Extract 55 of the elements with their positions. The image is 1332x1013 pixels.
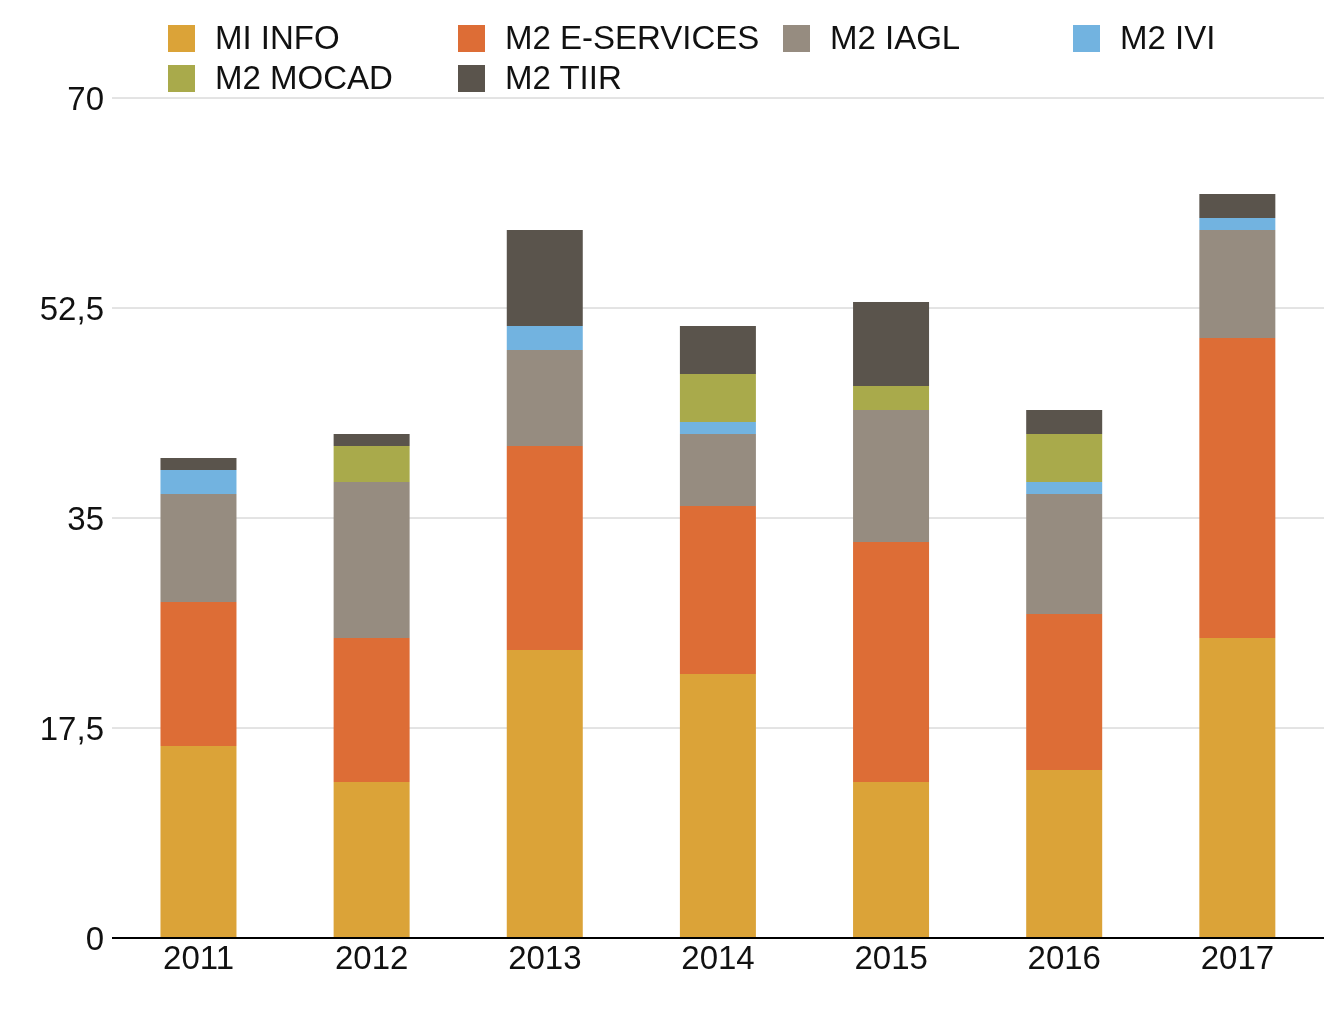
- bar: [1199, 194, 1276, 218]
- y-tick-label: 17,5: [39, 709, 104, 747]
- bar: [853, 782, 930, 938]
- bar: [333, 482, 410, 638]
- y-tick-label: 52,5: [39, 289, 104, 327]
- bar: [506, 446, 583, 650]
- bar: [333, 782, 410, 938]
- bar: [160, 458, 237, 470]
- bar: [1199, 218, 1276, 230]
- bar: [160, 746, 237, 938]
- legend-label: M2 IAGL: [830, 18, 961, 58]
- bar: [333, 446, 410, 482]
- legend-label: M2 MOCAD: [215, 58, 393, 98]
- bar: [679, 434, 756, 506]
- bar: [853, 542, 930, 782]
- bar: [1026, 410, 1103, 434]
- x-tick-label: 2011: [163, 939, 235, 977]
- x-tick-label: 2017: [1200, 939, 1275, 977]
- legend-label: M2 TIIR: [505, 58, 622, 98]
- x-tick-label: 2016: [1027, 939, 1101, 977]
- y-tick-label: 70: [67, 79, 104, 117]
- bar: [679, 506, 756, 674]
- bar: [333, 434, 410, 446]
- bar: [853, 302, 930, 386]
- bar: [853, 386, 930, 410]
- y-tick-label: 0: [85, 919, 104, 957]
- x-tick-label: 2014: [681, 939, 755, 977]
- bar: [1026, 494, 1103, 614]
- bar: [160, 602, 237, 746]
- bar: [679, 674, 756, 938]
- y-tick-label: 35: [67, 499, 104, 537]
- bar: [1026, 614, 1103, 770]
- bar: [160, 494, 237, 602]
- legend-label: MI INFO: [215, 18, 340, 58]
- bar: [506, 326, 583, 350]
- bar: [679, 374, 756, 422]
- legend-label: M2 IVI: [1120, 18, 1216, 58]
- bar: [1199, 338, 1276, 638]
- bar: [679, 422, 756, 434]
- bar: [1199, 230, 1276, 338]
- bar: [1026, 770, 1103, 938]
- x-tick-label: 2012: [335, 939, 409, 977]
- bar: [160, 470, 237, 494]
- bar: [506, 650, 583, 938]
- bar: [1026, 434, 1103, 482]
- bar: [506, 230, 583, 326]
- bar: [333, 638, 410, 782]
- bar: [506, 350, 583, 446]
- legend-label: M2 E-SERVICES: [505, 18, 760, 58]
- bar: [1199, 638, 1276, 938]
- bar: [1026, 482, 1103, 494]
- bar: [853, 410, 930, 542]
- bar: [679, 326, 756, 374]
- x-tick-label: 2015: [854, 939, 928, 977]
- x-tick-label: 2013: [508, 939, 582, 977]
